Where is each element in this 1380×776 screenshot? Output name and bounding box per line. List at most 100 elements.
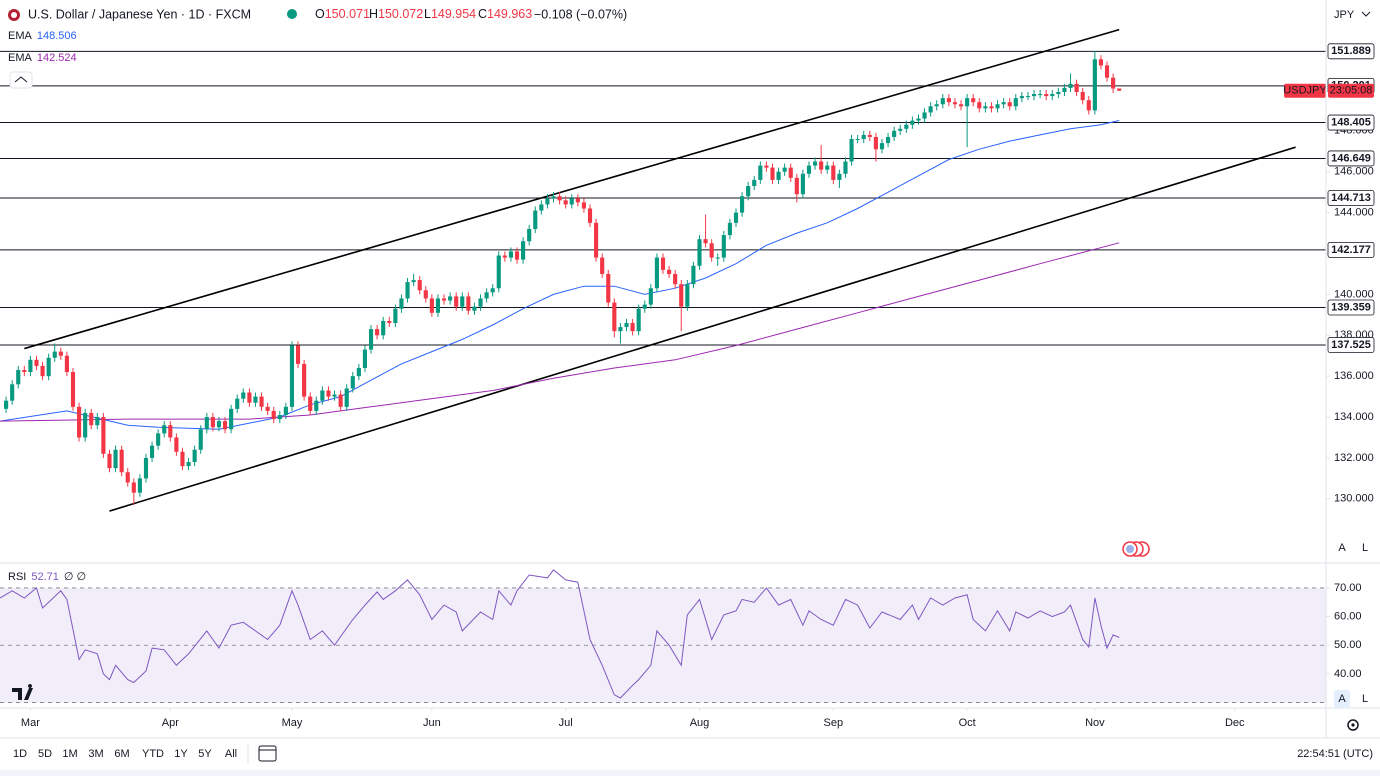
x-tick-label: Jun bbox=[423, 717, 441, 729]
ohlc-label: H bbox=[369, 7, 378, 21]
rsi-legend-value: 52.71 bbox=[31, 571, 59, 583]
range-button[interactable]: 1M bbox=[62, 748, 77, 760]
symbol-title[interactable]: U.S. Dollar / Japanese Yen · 1D · FXCM bbox=[28, 7, 251, 21]
level-label-box bbox=[1327, 114, 1375, 131]
candle-body bbox=[399, 298, 404, 309]
candle-body bbox=[411, 280, 416, 283]
settings-icon-center bbox=[1351, 723, 1355, 727]
collapse-button[interactable] bbox=[9, 71, 33, 89]
candle-body bbox=[581, 202, 586, 209]
scale-button[interactable]: L bbox=[1362, 542, 1368, 554]
range-button[interactable]: 3M bbox=[88, 748, 103, 760]
candle-body bbox=[788, 167, 793, 178]
candle-body bbox=[934, 104, 939, 107]
candle-body bbox=[521, 241, 526, 260]
candle-body bbox=[758, 165, 763, 180]
candle-body bbox=[113, 449, 118, 469]
scale-button-bg bbox=[1334, 690, 1350, 708]
candle-body bbox=[16, 370, 21, 385]
range-button[interactable]: 1Y bbox=[174, 748, 188, 760]
candle-body bbox=[551, 196, 556, 199]
ema-line bbox=[0, 242, 1120, 422]
collapse-icon bbox=[14, 76, 28, 83]
ema-legend: EMA 148.506 bbox=[8, 30, 77, 42]
date-range-icon[interactable] bbox=[258, 745, 277, 762]
level-label-box bbox=[1327, 241, 1375, 258]
candle-body bbox=[691, 265, 696, 285]
candle-body bbox=[107, 453, 112, 469]
level-label: 139.359 bbox=[1331, 301, 1371, 313]
candle-body bbox=[636, 308, 641, 332]
ohlc-legend: O150.071 H150.072 L149.954 C149.963 −0.108 (… bbox=[315, 7, 627, 21]
candle-body bbox=[186, 462, 191, 467]
candle-body bbox=[606, 273, 611, 303]
candle-body bbox=[83, 412, 88, 438]
y-tick-label: 136.000 bbox=[1334, 370, 1374, 382]
candle-body bbox=[642, 304, 647, 309]
candle-body bbox=[600, 257, 605, 274]
candle-body bbox=[1031, 94, 1037, 97]
candle-body bbox=[703, 239, 708, 244]
ohlc-label: O bbox=[315, 7, 325, 21]
x-tick-label: Dec bbox=[1225, 717, 1245, 729]
clock[interactable]: 22:54:51 (UTC) bbox=[1297, 748, 1373, 760]
candle-body bbox=[527, 228, 532, 242]
rsi-tick-label: 50.00 bbox=[1334, 639, 1362, 651]
trend-line bbox=[24, 28, 1120, 350]
candle-body bbox=[898, 128, 903, 131]
rsi-tick-label: 70.00 bbox=[1334, 582, 1362, 594]
axes: 130.000132.000134.000136.000138.000140.0… bbox=[21, 43, 1375, 729]
candle-body bbox=[368, 329, 374, 350]
range-button[interactable]: 1D bbox=[13, 748, 27, 760]
candle-body bbox=[472, 306, 477, 311]
candle-body bbox=[4, 400, 9, 409]
candle-body bbox=[149, 445, 155, 458]
candle-body bbox=[630, 322, 635, 332]
candle-body bbox=[782, 167, 787, 172]
candle-body bbox=[843, 161, 848, 174]
logo[interactable] bbox=[12, 683, 33, 700]
symbol-flag-inner bbox=[11, 12, 17, 18]
ohlc-change: −0.108 (−0.07%) bbox=[534, 7, 627, 21]
market-status bbox=[287, 9, 297, 19]
candle-body bbox=[648, 288, 653, 305]
candle-body bbox=[356, 367, 361, 377]
x-tick-label: Oct bbox=[959, 717, 976, 729]
candle-body bbox=[222, 421, 228, 430]
candle-body bbox=[861, 134, 866, 140]
scale-button[interactable]: A bbox=[1338, 693, 1346, 705]
toolbar: 1D 5D 1M 3M 6M YTD 1Y 5Y All bbox=[13, 748, 237, 760]
candle-body bbox=[715, 257, 720, 259]
candle-body bbox=[776, 171, 781, 180]
x-tick-label: Mar bbox=[21, 717, 40, 729]
ema-legend: EMA 142.524 bbox=[8, 52, 77, 64]
range-button[interactable]: All bbox=[225, 748, 237, 760]
settings-icon[interactable] bbox=[1347, 719, 1359, 731]
range-button[interactable]: 5Y bbox=[198, 748, 212, 760]
candle-body bbox=[1038, 94, 1043, 96]
candle-body bbox=[1050, 94, 1055, 97]
range-button[interactable]: 6M bbox=[114, 748, 129, 760]
candle-body bbox=[873, 136, 878, 150]
candle-body bbox=[563, 200, 568, 205]
ohlc-item: O150.071 bbox=[315, 7, 370, 21]
scale-button[interactable]: A bbox=[1338, 542, 1346, 554]
candle-body bbox=[143, 457, 149, 479]
candle-body bbox=[417, 280, 422, 291]
candle-body bbox=[77, 406, 82, 438]
rsi-band bbox=[0, 587, 1326, 703]
candle-body bbox=[229, 408, 234, 430]
candle-body bbox=[156, 433, 161, 446]
candle-body bbox=[679, 284, 684, 307]
candle-body bbox=[210, 417, 215, 428]
range-button[interactable]: YTD bbox=[142, 748, 164, 760]
candle-body bbox=[904, 124, 909, 129]
candle-body bbox=[508, 251, 514, 258]
candle-body bbox=[350, 376, 355, 389]
ema-legend-value: 148.506 bbox=[37, 30, 77, 42]
scale-button[interactable]: L bbox=[1362, 693, 1368, 705]
range-button[interactable]: 5D bbox=[38, 748, 52, 760]
candle-body bbox=[733, 212, 739, 223]
currency[interactable]: JPY bbox=[1334, 9, 1355, 21]
